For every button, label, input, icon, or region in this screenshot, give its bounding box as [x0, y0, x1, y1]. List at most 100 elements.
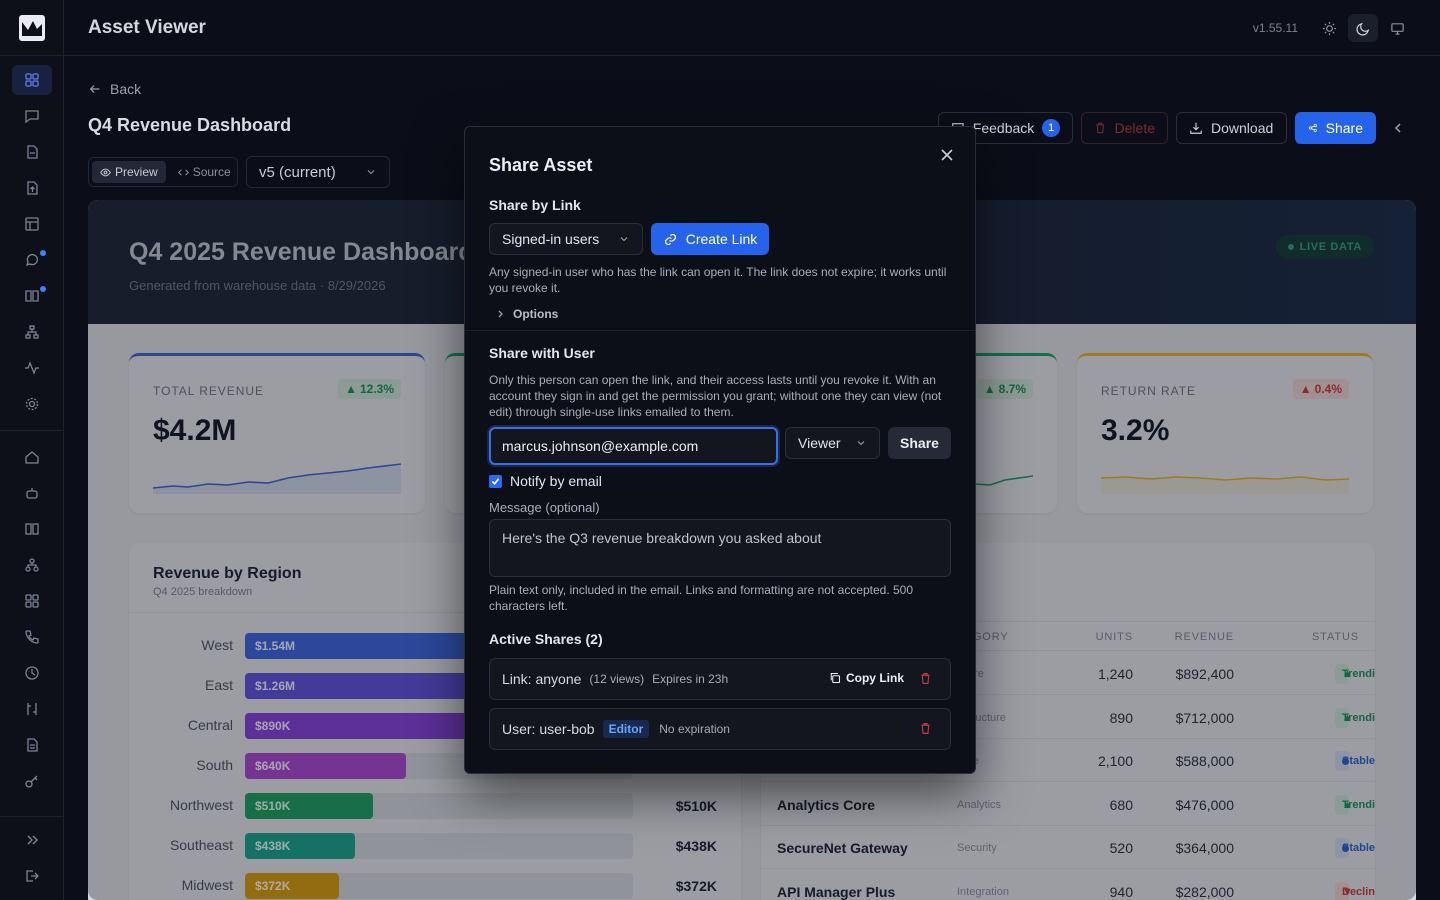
- create-link-label: Create Link: [685, 231, 758, 247]
- back-label: Back: [110, 81, 142, 97]
- rail-compare-icon[interactable]: [12, 694, 52, 724]
- arrow-up-icon: ▲: [345, 382, 357, 396]
- delete-button[interactable]: Delete: [1081, 112, 1168, 144]
- role-select[interactable]: Viewer: [785, 427, 880, 459]
- status-badge: ▲Trending: [1335, 794, 1375, 815]
- create-link-button[interactable]: Create Link: [651, 223, 769, 255]
- chevron-down-icon: [620, 237, 628, 242]
- version-select[interactable]: v5 (current): [246, 156, 390, 188]
- collapse-panel-chevron-left-icon[interactable]: [1390, 120, 1406, 141]
- checkbox-checked-icon[interactable]: [489, 474, 502, 488]
- rail-key-icon[interactable]: [12, 766, 52, 796]
- source-tab[interactable]: Source: [170, 161, 239, 183]
- preview-tab[interactable]: Preview: [92, 161, 166, 183]
- share-button[interactable]: Share: [1295, 112, 1376, 144]
- rail-divider: [0, 430, 64, 431]
- arrow-up-icon: ▲: [983, 382, 996, 396]
- rail-messages-icon[interactable]: [12, 245, 52, 275]
- download-label: Download: [1211, 120, 1274, 136]
- table-row[interactable]: Analytics Core Analytics 680 $476,000 ▲ Trend…: [761, 783, 1375, 826]
- app-logo[interactable]: [19, 15, 45, 41]
- notify-label: Notify by email: [510, 473, 602, 489]
- code-icon: [177, 168, 189, 176]
- rail-clock-icon[interactable]: [12, 658, 52, 688]
- product-revenue: $476,000: [1175, 796, 1234, 813]
- revoke-link-trash-icon[interactable]: [919, 672, 932, 685]
- link-description: Any signed-in user who has the link can …: [489, 265, 947, 295]
- region-value: $438K: [675, 838, 717, 854]
- share-nodes-icon: [1308, 123, 1317, 133]
- left-rail: [0, 0, 64, 900]
- active-share-user-row: User: user-bob Editor No expiration: [489, 708, 951, 750]
- region-name: South: [196, 757, 233, 773]
- rail-chat-icon[interactable]: [12, 101, 52, 131]
- rail-network-icon[interactable]: [12, 317, 52, 347]
- rail-hierarchy-icon[interactable]: [12, 550, 52, 580]
- light-theme-sun-icon[interactable]: [1314, 14, 1344, 42]
- rail-apps-icon[interactable]: [12, 586, 52, 616]
- status-badge: ▼Declining: [1335, 881, 1375, 900]
- rail-document-icon[interactable]: [12, 137, 52, 167]
- status-column-header: STATUS: [1311, 631, 1359, 643]
- product-units: 2,100: [1097, 753, 1133, 769]
- rail-phone-icon[interactable]: [12, 622, 52, 652]
- rail-settings-icon[interactable]: [12, 389, 52, 419]
- rail-file-list-icon[interactable]: [12, 730, 52, 760]
- product-revenue: $364,000: [1175, 840, 1234, 856]
- link-audience-select[interactable]: Signed-in users: [489, 223, 643, 255]
- options-toggle[interactable]: Options: [497, 307, 558, 321]
- system-theme-monitor-icon[interactable]: [1382, 14, 1412, 42]
- arrow-up-icon: ▲: [1299, 382, 1312, 396]
- dashboard-title: Q4 2025 Revenue Dashboard: [129, 238, 474, 266]
- region-bar-row: Midwest $372K $372K: [129, 873, 741, 899]
- dashboard-subtitle: Generated from warehouse data · 8/29/202…: [129, 278, 386, 293]
- product-revenue: $712,000: [1175, 709, 1234, 726]
- rail-bot-icon[interactable]: [12, 478, 52, 508]
- rail-table-icon[interactable]: [12, 209, 52, 239]
- region-bar: $640K: [245, 753, 406, 779]
- rail-home-icon[interactable]: [12, 442, 52, 472]
- user-share-expiry: No expiration: [659, 722, 730, 736]
- message-textarea[interactable]: Here's the Q3 revenue breakdown you aske…: [489, 519, 951, 577]
- notify-by-email-checkbox[interactable]: Notify by email: [489, 473, 602, 489]
- rail-book-icon[interactable]: [12, 281, 52, 311]
- region-value: $372K: [675, 878, 717, 894]
- back-link[interactable]: Back: [88, 81, 141, 97]
- rail-activity-icon[interactable]: [12, 353, 52, 383]
- link-icon: [664, 233, 676, 245]
- product-name: SecureNet Gateway: [777, 840, 908, 856]
- rail-library-icon[interactable]: [12, 514, 52, 544]
- region-bar-row: Southeast $438K $438K: [129, 833, 741, 859]
- version-label: v1.55.11: [1252, 21, 1298, 35]
- feedback-button[interactable]: Feedback 1: [938, 112, 1073, 144]
- region-bar: $890K: [245, 713, 469, 739]
- product-name: Analytics Core: [777, 796, 876, 813]
- email-input[interactable]: [487, 425, 780, 467]
- copy-link-button[interactable]: Copy Link: [829, 671, 904, 685]
- close-icon[interactable]: [935, 143, 959, 167]
- arrow-up-icon: ▲: [1342, 798, 1353, 811]
- rail-expand-icon[interactable]: [12, 825, 52, 855]
- chevron-down-icon: [857, 441, 865, 446]
- kpi-change-badge: ▲ 0.4%: [1292, 379, 1349, 399]
- status-badge: Stable: [1335, 838, 1375, 858]
- table-row[interactable]: API Manager Plus Integration 940 $282,000 ▼ D…: [761, 870, 1375, 900]
- product-category: Security: [957, 842, 997, 854]
- kpi-card-total-revenue: TOTAL REVENUE $4.2M ▲ 12.3%: [129, 353, 425, 513]
- download-button[interactable]: Download: [1176, 112, 1287, 144]
- region-name: Central: [187, 717, 233, 733]
- share-with-user-button[interactable]: Share: [888, 427, 951, 459]
- table-row[interactable]: SecureNet Gateway Security 520 $364,000 Stab…: [761, 826, 1375, 869]
- rail-dashboard-icon[interactable]: [12, 65, 52, 95]
- dark-theme-moon-icon[interactable]: [1348, 14, 1378, 42]
- kpi-change-badge: ▲8.7%: [976, 379, 1033, 399]
- rail-upload-file-icon[interactable]: [12, 173, 52, 203]
- rail-logout-icon[interactable]: [12, 861, 52, 891]
- kpi-value: 3.2%: [1101, 414, 1170, 447]
- revoke-user-trash-icon[interactable]: [919, 722, 932, 735]
- copy-icon: [830, 672, 841, 684]
- product-revenue: $588,000: [1175, 753, 1234, 769]
- source-tab-label: Source: [192, 165, 231, 179]
- table-header: TEGORY UNITS REVENUE STATUS: [761, 621, 1375, 651]
